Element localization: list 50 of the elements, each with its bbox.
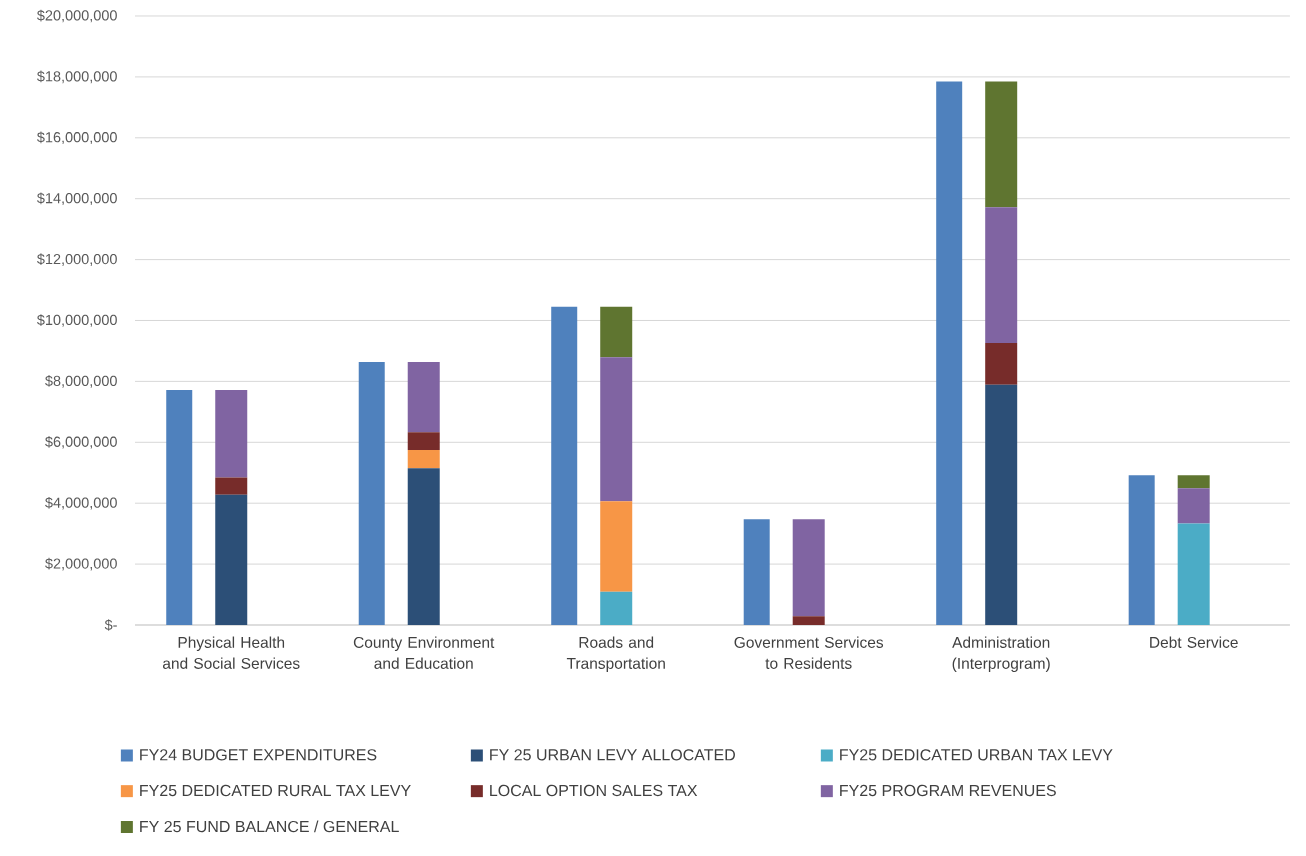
bar (936, 81, 963, 625)
bar (743, 519, 770, 625)
y-tick-label: $18,000,000 (37, 70, 117, 84)
bar (215, 494, 248, 625)
bar (1177, 475, 1210, 489)
y-tick-label: $20,000,000 (37, 9, 117, 23)
y-tick-label: $14,000,000 (37, 192, 117, 205)
bar (166, 389, 193, 625)
x-tick-label: County Environment and Education (353, 636, 495, 669)
legend-label: FY24 BUDGET EXPENDITURES (140, 749, 377, 761)
bar (600, 591, 633, 625)
legend-label: FY25 PROGRAM REVENUES (840, 784, 1056, 797)
bar (600, 501, 633, 592)
bar (792, 519, 825, 617)
y-tick-label: $8,000,000 (45, 375, 117, 388)
bar (551, 306, 578, 625)
y-tick-label: $- (104, 619, 117, 631)
y-tick-label: $4,000,000 (45, 496, 117, 510)
bar (1128, 475, 1155, 625)
x-tick-label: Government Services to Residents (734, 636, 884, 669)
bar (985, 81, 1018, 208)
bar (985, 343, 1018, 385)
legend-label: FY 25 URBAN LEVY ALLOCATED (490, 749, 735, 761)
bar (358, 361, 385, 625)
legend-label: FY25 DEDICATED RURAL TAX LEVY (140, 784, 411, 797)
y-tick-label: $12,000,000 (37, 253, 117, 266)
bar (215, 477, 248, 495)
bar (407, 432, 440, 450)
x-tick-label: Roads and Transportation (566, 636, 665, 672)
y-tick-label: $2,000,000 (45, 557, 117, 571)
bar (985, 207, 1018, 344)
y-tick-label: $10,000,000 (37, 314, 117, 327)
bar (407, 468, 440, 625)
bar (1177, 488, 1210, 524)
x-tick-label: Debt Service (1150, 636, 1238, 648)
bar (215, 389, 248, 478)
bar (600, 306, 633, 358)
legend-label: FY25 DEDICATED URBAN TAX LEVY (840, 749, 1113, 761)
y-tick-label: $16,000,000 (37, 131, 117, 145)
x-tick-label: Administration (Interprogram) (952, 636, 1050, 672)
bar (985, 384, 1018, 625)
bar (600, 357, 633, 502)
bar (792, 616, 825, 625)
y-tick-label: $6,000,000 (45, 436, 117, 449)
legend-label: FY 25 FUND BALANCE / GENERAL (140, 820, 399, 833)
bar (407, 361, 440, 433)
bar (1177, 523, 1210, 625)
bar (407, 449, 440, 469)
legend-label: LOCAL OPTION SALES TAX (490, 784, 698, 797)
x-tick-label: Physical Health and Social Services (162, 636, 300, 669)
